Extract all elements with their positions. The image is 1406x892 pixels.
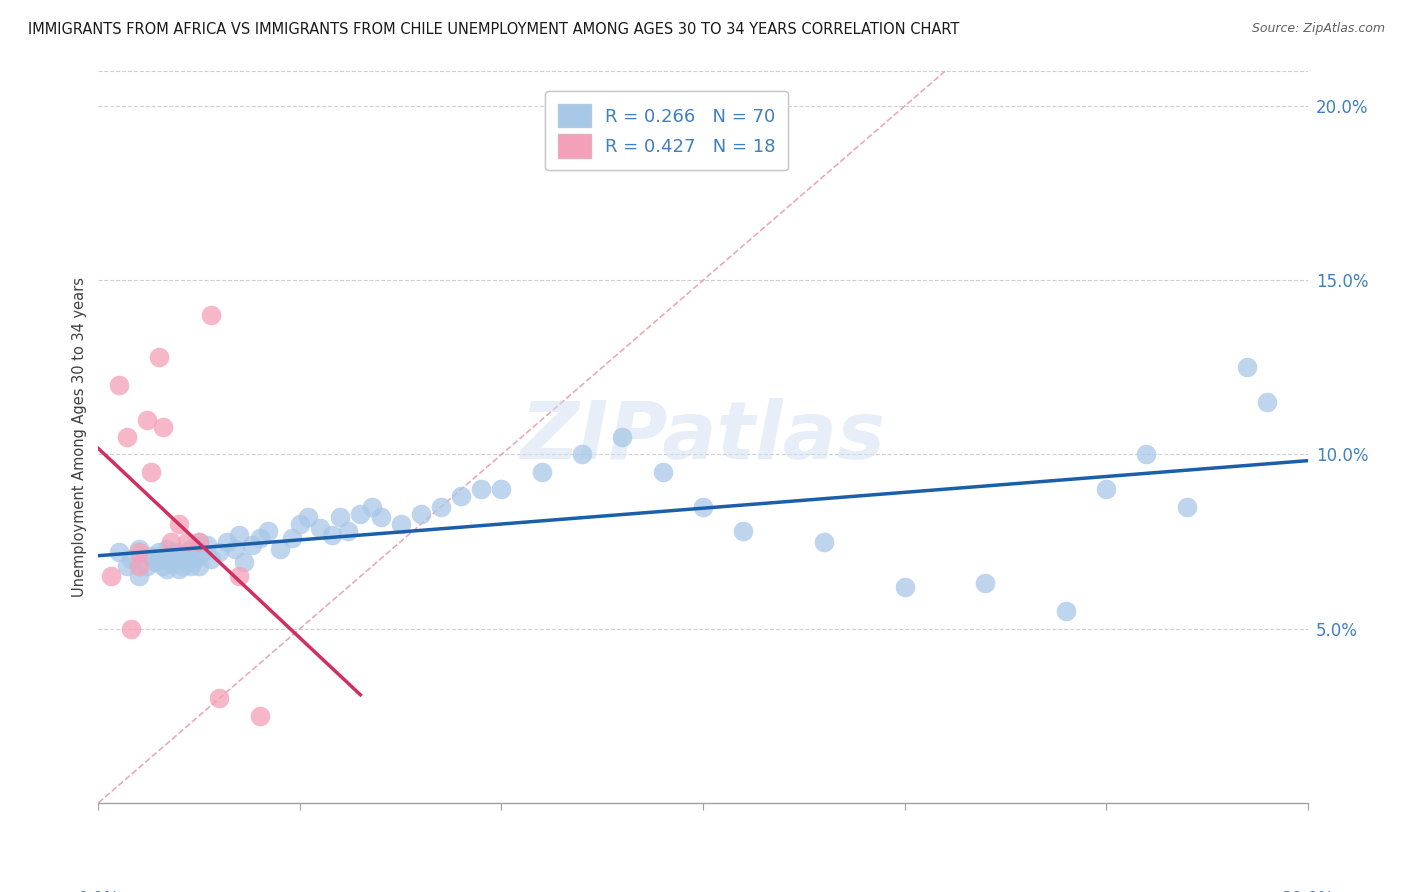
- Point: [208, 691, 231, 706]
- Point: [256, 524, 278, 538]
- Point: [1256, 395, 1278, 409]
- Point: [107, 377, 129, 392]
- Point: [232, 556, 254, 570]
- Point: [160, 556, 183, 570]
- Point: [612, 430, 634, 444]
- Point: [160, 549, 183, 563]
- Point: [100, 569, 122, 583]
- Point: [139, 465, 162, 479]
- Point: [337, 524, 360, 538]
- Point: [571, 448, 593, 462]
- Point: [309, 521, 332, 535]
- Point: [329, 510, 352, 524]
- Point: [148, 350, 170, 364]
- Text: 30.0%: 30.0%: [1281, 890, 1334, 892]
- Point: [180, 541, 202, 556]
- Point: [297, 510, 319, 524]
- Point: [1175, 500, 1198, 514]
- Point: [430, 500, 453, 514]
- Point: [692, 500, 714, 514]
- Point: [107, 545, 129, 559]
- Point: [148, 552, 170, 566]
- Point: [120, 622, 142, 636]
- Point: [176, 545, 198, 559]
- Point: [167, 517, 190, 532]
- Point: [193, 545, 215, 559]
- Point: [361, 500, 384, 514]
- Point: [249, 531, 271, 545]
- Point: [228, 569, 250, 583]
- Point: [370, 510, 392, 524]
- Text: IMMIGRANTS FROM AFRICA VS IMMIGRANTS FROM CHILE UNEMPLOYMENT AMONG AGES 30 TO 34: IMMIGRANTS FROM AFRICA VS IMMIGRANTS FRO…: [28, 22, 959, 37]
- Point: [269, 541, 291, 556]
- Point: [160, 534, 183, 549]
- Point: [128, 545, 150, 559]
- Point: [163, 545, 186, 559]
- Point: [180, 558, 202, 573]
- Point: [321, 527, 343, 541]
- Point: [188, 534, 211, 549]
- Point: [135, 412, 157, 426]
- Point: [733, 524, 755, 538]
- Point: [115, 558, 138, 573]
- Point: [893, 580, 915, 594]
- Point: [152, 419, 174, 434]
- Point: [651, 465, 673, 479]
- Point: [195, 538, 218, 552]
- Point: [281, 531, 304, 545]
- Point: [813, 534, 835, 549]
- Point: [156, 562, 179, 576]
- Point: [288, 517, 311, 532]
- Point: [115, 430, 138, 444]
- Point: [1135, 448, 1157, 462]
- Legend: R = 0.266   N = 70, R = 0.427   N = 18: R = 0.266 N = 70, R = 0.427 N = 18: [546, 91, 789, 170]
- Point: [1095, 483, 1118, 497]
- Point: [249, 708, 271, 723]
- Y-axis label: Unemployment Among Ages 30 to 34 years: Unemployment Among Ages 30 to 34 years: [72, 277, 87, 597]
- Point: [152, 558, 174, 573]
- Point: [120, 552, 142, 566]
- Point: [530, 465, 553, 479]
- Point: [139, 549, 162, 563]
- Point: [974, 576, 997, 591]
- Text: Source: ZipAtlas.com: Source: ZipAtlas.com: [1251, 22, 1385, 36]
- Point: [470, 483, 492, 497]
- Point: [240, 538, 263, 552]
- Point: [409, 507, 432, 521]
- Point: [167, 552, 190, 566]
- Point: [172, 549, 194, 563]
- Point: [167, 562, 190, 576]
- Point: [349, 507, 371, 521]
- Point: [200, 308, 222, 322]
- Point: [176, 556, 198, 570]
- Point: [176, 534, 198, 549]
- Point: [1236, 360, 1258, 375]
- Text: ZIPatlas: ZIPatlas: [520, 398, 886, 476]
- Point: [217, 534, 239, 549]
- Text: 0.0%: 0.0%: [77, 890, 120, 892]
- Point: [491, 483, 513, 497]
- Point: [143, 556, 166, 570]
- Point: [156, 541, 179, 556]
- Point: [224, 541, 246, 556]
- Point: [389, 517, 412, 532]
- Point: [128, 541, 150, 556]
- Point: [450, 489, 472, 503]
- Point: [228, 527, 250, 541]
- Point: [135, 558, 157, 573]
- Point: [188, 534, 211, 549]
- Point: [184, 552, 207, 566]
- Point: [128, 558, 150, 573]
- Point: [1054, 604, 1077, 618]
- Point: [172, 558, 194, 573]
- Point: [148, 545, 170, 559]
- Point: [188, 558, 211, 573]
- Point: [200, 552, 222, 566]
- Point: [128, 569, 150, 583]
- Point: [208, 545, 231, 559]
